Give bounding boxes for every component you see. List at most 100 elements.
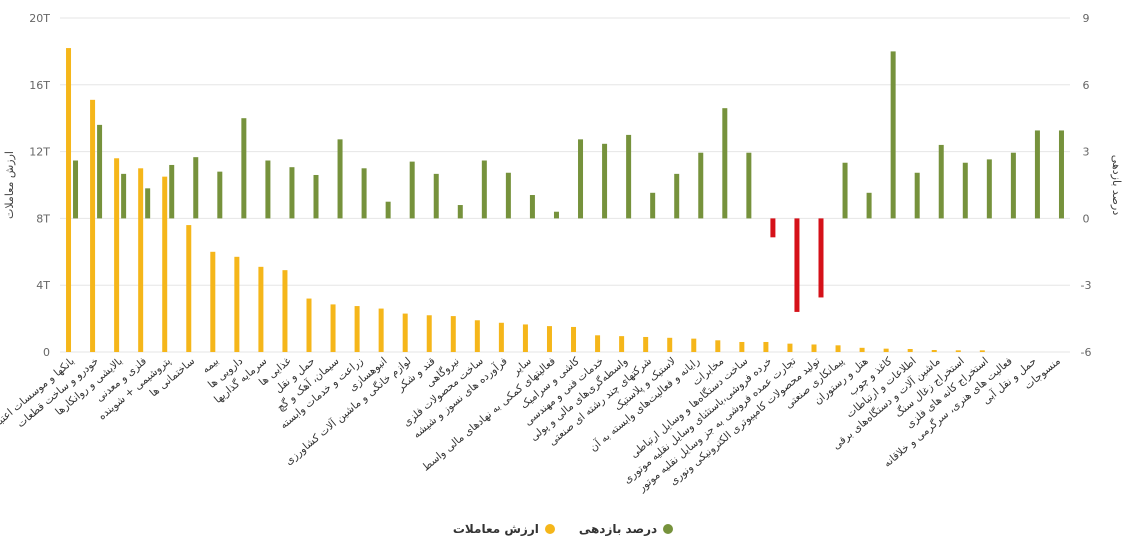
return-bar <box>217 171 223 219</box>
legend-item-value[interactable]: ارزش معاملات <box>453 522 555 536</box>
bars <box>66 48 1064 353</box>
right-tick-label: 3 <box>1083 146 1090 159</box>
return-bar <box>938 144 944 219</box>
value-bar <box>739 341 745 352</box>
legend-value-label: ارزش معاملات <box>452 522 539 536</box>
value-bar <box>186 225 192 352</box>
category-labels: بانکها و موسسات اعتباری خودرو و ساخت قطعا… <box>0 354 1063 494</box>
right-tick-label: 0 <box>1083 212 1090 225</box>
right-tick-label: -6 <box>1081 346 1092 359</box>
legend-item-return[interactable]: درصد بازدهی <box>578 522 674 536</box>
legend-return-label: درصد بازدهی <box>578 522 658 536</box>
return-bar <box>529 195 535 219</box>
value-bar <box>571 326 577 352</box>
return-bar <box>1010 152 1016 219</box>
left-tick-label: 16T <box>29 79 50 92</box>
value-bar <box>546 326 552 352</box>
value-bar <box>595 335 601 352</box>
return-bar <box>409 161 415 219</box>
return-bar <box>602 143 608 219</box>
return-bar <box>650 192 656 219</box>
value-bar <box>306 298 312 352</box>
value-bar <box>330 304 336 352</box>
value-bar <box>66 48 72 353</box>
value-bar <box>354 306 360 352</box>
return-bar <box>385 201 391 219</box>
value-bar <box>907 348 913 352</box>
value-bar <box>883 348 889 352</box>
return-bar <box>553 211 559 219</box>
return-bar <box>866 192 872 219</box>
return-bar <box>890 51 896 219</box>
return-bar <box>674 173 680 219</box>
return-bar <box>986 159 992 219</box>
value-bar <box>979 350 985 352</box>
value-bar <box>138 168 144 352</box>
value-bar <box>763 341 769 352</box>
legend: درصد بازدهی ارزش معاملات <box>0 522 1126 536</box>
value-bar <box>450 316 456 352</box>
left-tick-label: 20T <box>29 12 50 25</box>
return-bar <box>169 164 175 219</box>
return-bar <box>578 139 584 219</box>
left-tick-label: 4T <box>36 279 50 292</box>
value-bar <box>667 337 673 352</box>
return-bar <box>145 188 151 219</box>
right-tick-label: 6 <box>1083 79 1090 92</box>
value-bar <box>114 158 120 352</box>
value-bar <box>811 344 817 352</box>
return-bar <box>457 205 463 219</box>
right-tick-label: -3 <box>1081 279 1092 292</box>
return-bar <box>698 152 704 219</box>
return-bar <box>962 162 968 219</box>
value-bar <box>402 313 408 352</box>
left-tick-label: 12T <box>29 146 50 159</box>
value-bar <box>234 256 240 352</box>
return-bar <box>193 157 199 219</box>
axis-ticks: 0 4T 8T 12T 16T 20T -6 -3 0 3 6 9 <box>29 12 1091 359</box>
return-bar <box>770 218 776 238</box>
category-label: بانکها و موسسات اعتباری <box>0 355 77 436</box>
return-bar <box>265 160 271 219</box>
left-tick-label: 8T <box>36 212 50 225</box>
return-bar <box>626 134 632 219</box>
return-bar <box>337 139 343 219</box>
return-bar <box>97 124 103 219</box>
return-bar <box>1058 130 1064 219</box>
return-bar <box>241 118 247 219</box>
return-bar <box>722 108 728 219</box>
right-axis-title: درصد بازدهی <box>1110 155 1123 216</box>
value-bar <box>474 320 480 352</box>
return-bar <box>361 168 367 219</box>
value-bar <box>498 322 504 352</box>
value-bar <box>787 343 793 352</box>
right-tick-label: 9 <box>1083 12 1090 25</box>
value-bar <box>162 176 168 352</box>
value-bar <box>859 347 865 352</box>
legend-return-swatch <box>663 524 674 534</box>
return-bar <box>313 174 319 219</box>
return-bar <box>73 160 79 219</box>
return-bar <box>818 218 824 298</box>
return-bar <box>914 172 920 219</box>
value-bar <box>715 340 721 352</box>
return-bar <box>433 173 439 219</box>
value-bar <box>643 336 649 352</box>
return-bar <box>1034 130 1040 219</box>
value-bar <box>522 324 528 352</box>
value-bar <box>282 270 288 352</box>
value-bar <box>619 336 625 352</box>
left-tick-label: 0 <box>43 346 50 359</box>
value-bar <box>258 266 264 352</box>
legend-value-swatch <box>544 524 555 534</box>
return-bar <box>794 218 800 312</box>
value-bar <box>931 349 937 352</box>
value-bar <box>426 315 432 352</box>
return-bar <box>505 172 511 219</box>
value-bar <box>210 251 216 352</box>
return-bar <box>289 167 295 219</box>
grid-lines <box>60 17 1070 353</box>
left-axis-title: ارزش معاملات <box>3 151 16 219</box>
return-bar <box>481 160 487 219</box>
